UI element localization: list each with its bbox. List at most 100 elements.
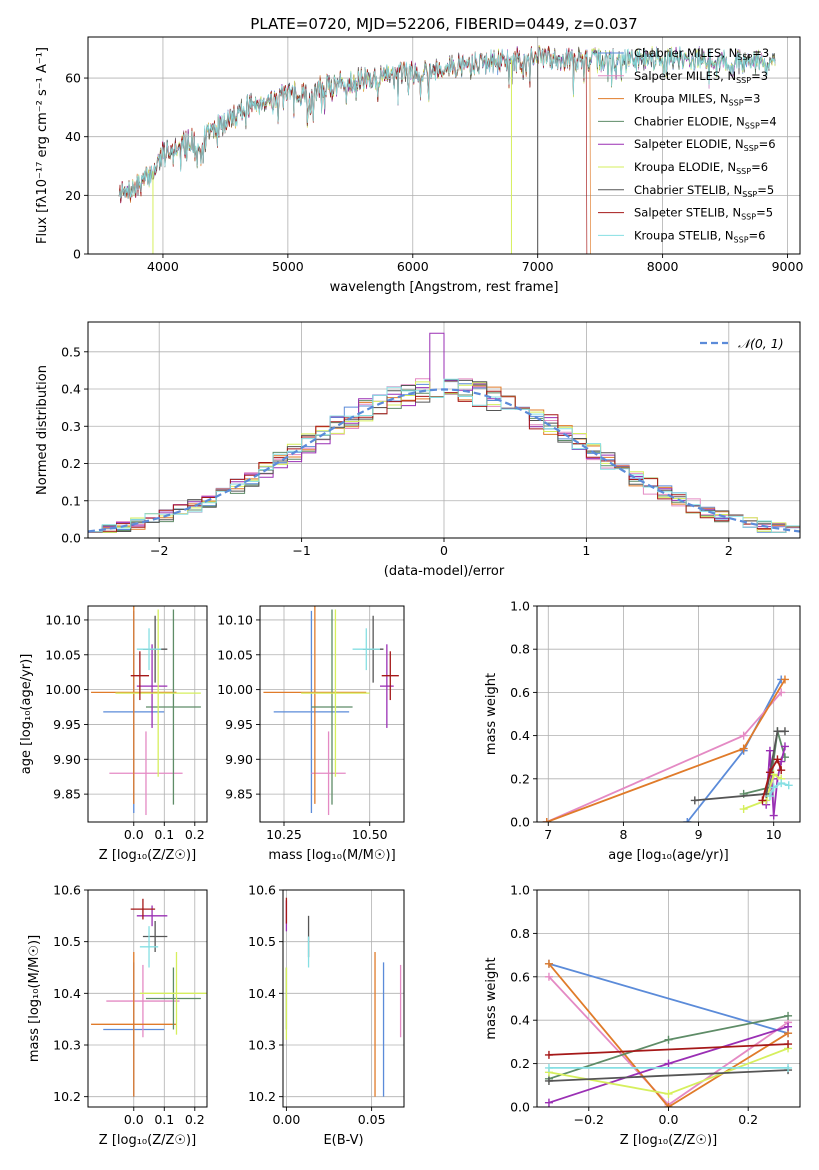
y-tick-label: 60 [65,71,81,86]
errorbar-chabrier-miles [273,610,350,813]
x-tick-label: 1 [582,543,590,558]
y-tick-label: 10.3 [248,1038,276,1053]
legend-label-normal: 𝒩(0, 1) [738,336,784,351]
axes-frame [536,605,801,823]
y-tick-label: 40 [65,129,81,144]
weight-marker [777,779,786,788]
x-axis-label: mass [log₁₀(M/M☉)] [268,848,395,863]
errorbar-salpeter-elodie [380,644,394,728]
weight-line-chabrier-stelib [548,1069,789,1082]
weight-marker [758,796,767,805]
x-tick-label: 0.2 [185,1112,205,1127]
x-tick-label: 5000 [272,259,304,274]
y-tick-label: 0 [73,247,81,262]
weight-marker [664,1103,673,1107]
y-tick-label: 0.2 [510,771,530,786]
legend-label-kroupa-stelib: Kroupa STELIB, NSSP=6 [634,228,765,244]
x-tick-label: 0.0 [124,1112,144,1127]
panel-weight_vs_Z: −0.2 0.0 0.2 0.0 0.2 0.4 0.6 0.8 1.0 Z [log₁₀(Z/Z… [484,883,801,1148]
axes-frame [282,889,405,1108]
errorbar-kroupa-miles [91,952,177,1097]
y-tick-label: 0.6 [510,685,530,700]
errorbar-kroupa-elodie [139,952,207,1035]
errorbar-salpeter-elodie [136,644,168,728]
axes-frame [87,605,208,823]
y-tick-label: 0.0 [510,815,530,830]
weight-marker [784,1040,793,1049]
weight-marker [773,727,782,736]
y-tick-label: 0.5 [61,344,81,359]
weight-marker [739,731,748,740]
x-tick-label: 0.2 [738,1112,758,1127]
x-axis-label: Z [log₁₀(Z/Z☉)] [99,1133,196,1148]
normal-curve [88,388,800,533]
x-tick-label: 10 [766,827,782,842]
y-tick-label: 10.5 [248,934,276,949]
weight-marker [542,818,551,822]
panel-mass_vs_ebv: 0.00 0.05 10.2 10.3 10.4 10.5 10.6 E(B-V) [248,883,405,1148]
weight-marker [765,746,774,755]
y-tick-label: 0.1 [61,493,81,508]
errorbar-kroupa-miles [263,606,367,804]
x-axis-label: (data-model)/error [384,564,505,579]
weight-line-salpeter-stelib [548,1043,789,1056]
y-tick-label: 10.2 [248,1089,276,1104]
plot-area [544,959,793,1107]
weight-marker [769,811,778,820]
weight-marker [777,688,786,697]
x-tick-label: 4000 [147,259,179,274]
residuals-legend: 𝒩(0, 1) [700,336,784,351]
errorbar-kroupa-elodie [115,609,201,777]
errorbar-chabrier-elodie [145,609,201,805]
x-axis-label: Z [log₁₀(Z/Z☉)] [620,1133,717,1148]
errorbar-kroupa-stelib [139,926,159,968]
weight-marker [780,675,789,684]
errorbar-kroupa-elodie [301,609,370,777]
y-tick-label: 10.6 [248,883,276,898]
x-tick-label: 7 [544,827,552,842]
y-tick-label: 0.2 [61,456,81,471]
y-tick-label: 1.0 [510,883,530,898]
legend-label-chabrier-miles: Chabrier MILES, NSSP=3 [634,46,769,62]
plot-area [285,897,402,1097]
plot-area [542,675,793,822]
x-tick-label: 2 [725,543,733,558]
weight-line-kroupa-stelib [769,782,789,797]
plot-area [263,606,399,816]
axes-frame [259,605,405,823]
weight-marker [773,755,782,764]
y-tick-label: 10.5 [53,934,81,949]
legend-label-kroupa-elodie: Kroupa ELODIE, NSSP=6 [634,160,768,176]
x-tick-label: 0.0 [659,1112,679,1127]
weight-marker [664,1059,673,1068]
weight-marker [739,805,748,814]
weight-marker [769,783,778,792]
panel-mass_vs_Z: 0.0 0.1 0.2 10.2 10.3 10.4 10.5 10.6 Z [log₁₀(Z/… [27,883,208,1148]
y-tick-label: 9.95 [53,717,81,732]
x-tick-label: 0.00 [272,1112,300,1127]
x-tick-label: 8000 [647,259,679,274]
legend-label-salpeter-stelib: Salpeter STELIB, NSSP=5 [634,206,773,222]
panel-age_vs_Z: 0.0 0.1 0.2 9.85 9.90 9.95 10.00 10.05 10.10 Z [l… [19,605,208,863]
x-axis-label: E(B-V) [323,1133,363,1148]
y-tick-label: 10.05 [217,647,253,662]
errorbar-salpeter-stelib [381,651,399,701]
y-tick-label: 0.0 [61,531,81,546]
x-tick-label: −0.2 [574,1112,604,1127]
panel-residuals: 𝒩(0, 1) −2 −1 0 1 2 0.0 0.1 0.2 0.3 0.4 0.5 (data-mo… [35,321,801,579]
x-axis-label: wavelength [Angstrom, rest frame] [330,280,559,295]
y-tick-label: 10.10 [217,612,253,627]
errorbar-salpeter-stelib [130,898,156,920]
weight-marker [784,781,793,790]
x-tick-label: −2 [150,543,168,558]
y-tick-label: 9.90 [225,752,253,767]
errorbar-kroupa-stelib [136,628,162,671]
errorbar-salpeter-miles [311,731,346,816]
weight-line-kroupa-miles [548,963,789,1107]
y-tick-label: 0.4 [510,728,530,743]
weight-marker [544,972,553,981]
y-tick-label: 0.4 [61,382,81,397]
weight-marker [784,1011,793,1020]
plot-area [88,332,800,533]
weight-marker [664,1035,673,1044]
